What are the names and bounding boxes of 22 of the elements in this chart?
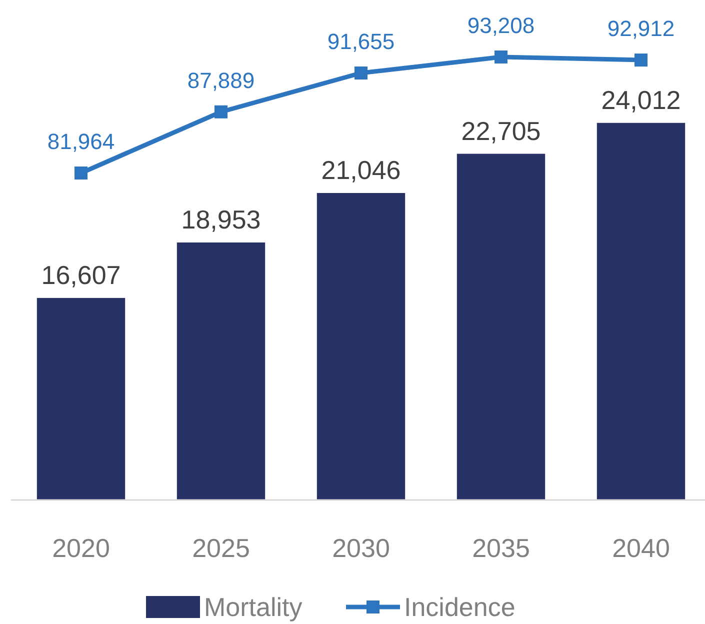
data-label: 92,912 [607,16,675,42]
x-tick-label: 2025 [192,533,250,563]
data-label: 24,012 [601,84,681,115]
x-tick-label: 2040 [612,533,670,563]
point [634,54,648,67]
point [354,66,368,80]
point [214,105,228,118]
point [74,166,88,180]
x-tick-label: 2035 [472,533,530,563]
data-label: 81,964 [47,129,115,154]
data-label: 93,208 [467,12,535,38]
data-label: 91,655 [327,29,395,54]
data-label: 18,953 [181,204,261,234]
legend-label: Mortality [204,592,302,622]
x-tick-label: 2030 [332,533,390,563]
data-label: 16,607 [41,260,121,290]
data-label: 87,889 [187,68,255,93]
x-tick-label: 2020 [52,533,110,563]
data-label: 21,046 [321,155,401,185]
point [494,50,508,64]
legend-label: Incidence [404,592,516,622]
data-label: 22,705 [461,116,541,146]
